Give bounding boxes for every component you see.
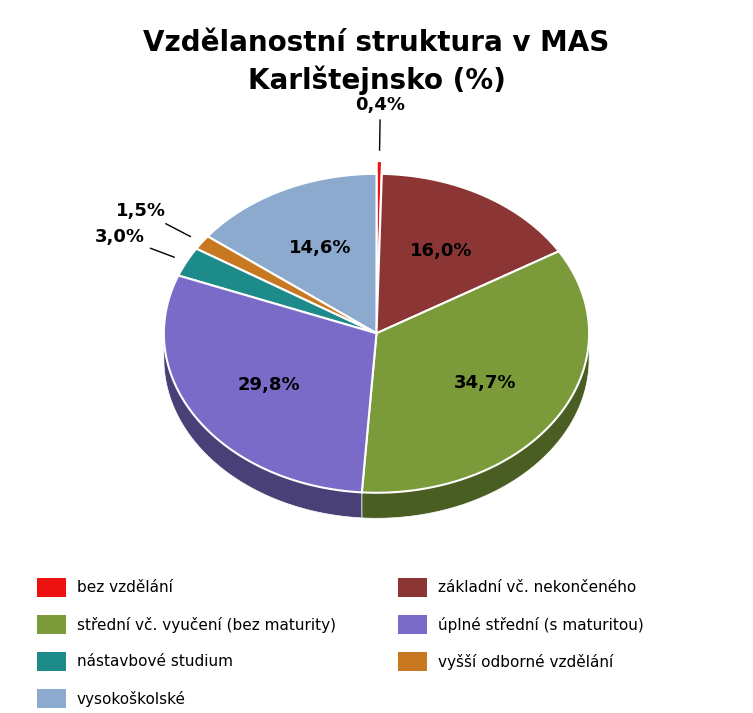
Text: 29,8%: 29,8% [237,376,300,394]
Text: 3,0%: 3,0% [95,227,175,257]
Polygon shape [362,251,589,493]
FancyBboxPatch shape [37,652,66,671]
Text: 0,4%: 0,4% [355,96,405,150]
FancyBboxPatch shape [398,615,427,634]
FancyBboxPatch shape [398,652,427,671]
Text: 1,5%: 1,5% [116,202,191,237]
FancyBboxPatch shape [37,689,66,708]
Polygon shape [197,236,376,333]
Text: Vzdělanostní struktura v MAS
Karlštejnsko (%): Vzdělanostní struktura v MAS Karlštejnsk… [143,29,610,96]
Polygon shape [208,174,376,333]
FancyBboxPatch shape [37,615,66,634]
Polygon shape [376,161,382,321]
Text: vysokoškolské: vysokoškolské [77,691,185,707]
Text: 14,6%: 14,6% [288,239,351,257]
Text: úplné střední (s maturitou): úplné střední (s maturitou) [438,617,644,632]
Polygon shape [178,249,376,333]
FancyBboxPatch shape [37,578,66,597]
Text: bez vzdělání: bez vzdělání [77,580,172,595]
Text: střední vč. vyučení (bez maturity): střední vč. vyučení (bez maturity) [77,617,336,632]
Text: vyšší odborné vzdělání: vyšší odborné vzdělání [438,654,613,670]
FancyBboxPatch shape [398,578,427,597]
Text: základní vč. nekončeného: základní vč. nekončeného [438,580,636,595]
Polygon shape [164,332,362,518]
Polygon shape [362,333,589,518]
Text: 16,0%: 16,0% [410,242,472,260]
Text: 34,7%: 34,7% [454,374,517,392]
Text: nástavbové studium: nástavbové studium [77,654,233,670]
Polygon shape [164,275,376,493]
Polygon shape [376,174,559,333]
